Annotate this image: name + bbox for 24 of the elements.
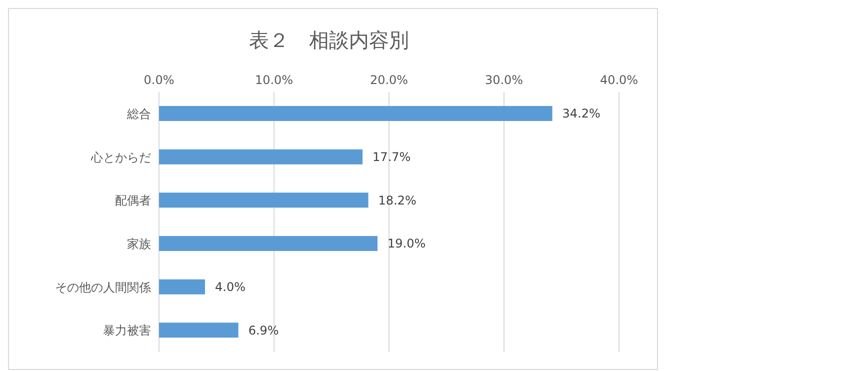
y-tick-label: 心とからだ: [90, 150, 151, 164]
bar: [159, 322, 238, 338]
data-label: 4.0%: [215, 280, 246, 294]
data-label: 6.9%: [248, 323, 279, 338]
y-tick-label: 暴力被害: [103, 324, 151, 338]
x-tick-label: 0.0%: [144, 73, 174, 87]
x-tick-label: 40.0%: [600, 73, 638, 87]
y-tick-label: 家族: [127, 236, 151, 251]
bar: [159, 149, 363, 164]
x-tick-label: 30.0%: [484, 73, 524, 87]
y-tick-label: 総合: [126, 106, 151, 121]
y-tick-label: 配偶者: [115, 194, 151, 208]
bar: [159, 106, 552, 121]
data-label: 17.7%: [372, 150, 411, 164]
x-tick-label: 10.0%: [254, 73, 294, 87]
chart-title: 表２ 相談内容別: [248, 27, 410, 54]
data-label: 19.0%: [388, 236, 426, 251]
bar: [159, 279, 205, 294]
y-tick-label: その他の人間関係: [55, 280, 151, 294]
bar: [159, 192, 368, 208]
data-label: 18.2%: [378, 193, 416, 208]
data-label: 34.2%: [562, 106, 600, 121]
x-tick-label: 20.0%: [370, 73, 408, 87]
bar: [159, 236, 378, 251]
